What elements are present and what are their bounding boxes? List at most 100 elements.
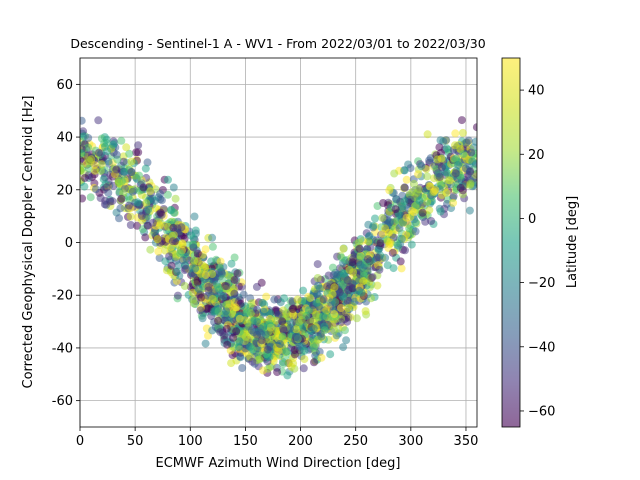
scatter-point <box>437 163 446 172</box>
colorbar <box>502 58 520 427</box>
colorbar-tick-label: 20 <box>528 148 545 163</box>
scatter-point <box>208 270 217 278</box>
scatter-point <box>273 368 282 377</box>
scatter-point <box>390 169 399 178</box>
scatter-point <box>471 137 477 146</box>
y-tick-label: 0 <box>65 236 73 251</box>
scatter-point <box>345 282 354 291</box>
scatter-point <box>348 258 357 267</box>
scatter-point <box>253 305 262 314</box>
scatter-point <box>317 353 326 362</box>
scatter-point <box>243 318 252 327</box>
scatter-point <box>400 183 409 192</box>
scatter-point <box>350 297 359 306</box>
scatter-point <box>337 304 345 312</box>
scatter-point <box>259 322 268 331</box>
scatter-point <box>310 358 318 367</box>
scatter-point <box>233 269 242 278</box>
scatter-point <box>155 221 164 230</box>
scatter-point <box>223 300 232 309</box>
scatter-point <box>352 314 361 323</box>
scatter-point <box>418 208 427 217</box>
scatter-point <box>86 193 95 202</box>
scatter-point <box>170 208 178 217</box>
scatter-point <box>343 276 352 285</box>
scatter-point <box>142 199 151 208</box>
scatter-point <box>444 176 452 185</box>
scatter-point <box>150 196 159 205</box>
scatter-point <box>169 183 178 192</box>
scatter-point <box>180 282 189 290</box>
y-axis-label: Corrected Geophysical Doppler Centroid [… <box>21 95 36 388</box>
scatter-point <box>313 274 322 282</box>
scatter-point <box>272 326 281 335</box>
scatter-point <box>80 174 89 182</box>
scatter-point <box>465 206 474 215</box>
scatter-point <box>119 157 128 166</box>
scatter-point <box>290 350 299 359</box>
y-tick-label: 60 <box>56 78 73 93</box>
scatter-point <box>451 141 459 150</box>
scatter-point <box>324 271 333 280</box>
scatter-point <box>257 336 266 345</box>
scatter-point <box>156 208 165 217</box>
scatter-point <box>217 268 226 277</box>
scatter-point <box>385 186 394 195</box>
scatter-point <box>232 327 241 336</box>
scatter-point <box>341 326 349 335</box>
scatter-point <box>264 364 272 373</box>
scatter-point <box>392 195 401 203</box>
scatter-point <box>219 292 228 301</box>
scatter-point <box>208 233 217 242</box>
y-tick-label: -40 <box>52 341 73 356</box>
scatter-point <box>125 149 134 158</box>
scatter-point <box>214 316 222 325</box>
scatter-point <box>204 282 213 291</box>
scatter-point <box>357 288 366 297</box>
colorbar-tick-label: 0 <box>528 212 536 227</box>
scatter-point <box>323 282 332 291</box>
scatter-point <box>90 161 99 170</box>
scatter-point <box>328 290 337 299</box>
scatter-point <box>388 248 397 257</box>
scatter-point <box>389 264 398 273</box>
scatter-point <box>425 182 434 191</box>
scatter-point <box>228 310 237 319</box>
scatter-point <box>126 212 135 221</box>
scatter-point <box>99 175 108 184</box>
scatter-point <box>369 221 378 230</box>
scatter-point <box>117 136 126 145</box>
scatter-point <box>405 224 414 233</box>
scatter-point <box>102 135 111 144</box>
scatter-point <box>227 359 236 368</box>
scatter-point <box>442 144 451 153</box>
scatter-point <box>278 332 287 341</box>
scatter-point <box>374 245 383 254</box>
scatter-point <box>379 199 388 207</box>
scatter-point <box>293 295 302 304</box>
scatter-point <box>80 149 86 158</box>
colorbar-ticks: 40 20 0 −20 −40 −60 <box>520 84 555 419</box>
scatter-point <box>279 324 288 333</box>
scatter-point <box>442 188 451 197</box>
scatter-point <box>449 192 458 201</box>
scatter-point <box>156 189 165 198</box>
colorbar-tick-label: −40 <box>528 340 555 355</box>
y-tick-label: 20 <box>56 183 73 198</box>
x-tick-label: 100 <box>178 434 203 449</box>
scatter-point <box>356 253 365 261</box>
scatter-point <box>417 162 426 170</box>
scatter-point <box>313 290 322 299</box>
scatter-point <box>407 240 416 249</box>
scatter-point <box>330 283 339 292</box>
scatter-point <box>365 231 374 240</box>
scatter-point <box>216 257 225 266</box>
scatter-point <box>146 187 155 196</box>
scatter-point <box>378 213 387 222</box>
scatter-point <box>278 317 287 326</box>
scatter-point <box>383 237 392 246</box>
x-tick-label: 50 <box>127 434 144 449</box>
scatter-point <box>411 227 420 236</box>
scatter-point <box>293 333 302 342</box>
scatter-point <box>423 172 432 181</box>
